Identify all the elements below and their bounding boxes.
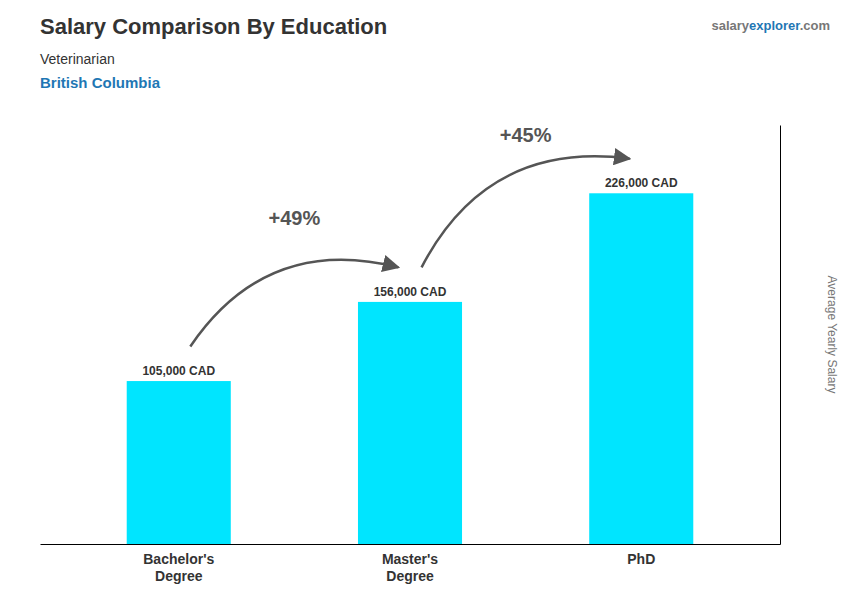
x-tick-label-line: Degree bbox=[155, 568, 203, 584]
y-axis-line bbox=[780, 126, 781, 545]
x-tick-label-line: Degree bbox=[386, 568, 434, 584]
x-tick: Master'sDegree bbox=[382, 551, 438, 584]
watermark-part: .com bbox=[800, 18, 830, 33]
subtitle: Veterinarian bbox=[40, 51, 115, 67]
data-label: 105,000 CAD bbox=[142, 364, 215, 378]
chart-container: Salary Comparison By Education Veterinari… bbox=[0, 0, 850, 606]
x-tick: PhD bbox=[627, 551, 655, 567]
x-tick-label: Bachelor'sDegree bbox=[143, 551, 214, 584]
watermark: salaryexplorer.com bbox=[711, 18, 830, 33]
arrow bbox=[422, 156, 630, 267]
annotation: +49% bbox=[269, 207, 321, 229]
watermark-part: salary bbox=[711, 18, 749, 33]
y-axis-title: Average Yearly Salary bbox=[825, 276, 839, 394]
x-tick-label-line: PhD bbox=[627, 551, 655, 567]
arrow bbox=[190, 260, 398, 347]
bars bbox=[127, 193, 694, 544]
bar bbox=[127, 381, 231, 544]
x-tick: Bachelor'sDegree bbox=[143, 551, 214, 584]
subtitle: British Columbia bbox=[40, 74, 161, 91]
bar bbox=[358, 302, 462, 544]
chart-svg: Salary Comparison By Education Veterinari… bbox=[0, 0, 850, 606]
x-tick-label: PhD bbox=[627, 551, 655, 567]
title: Salary Comparison By Education bbox=[40, 14, 387, 39]
x-axis-line bbox=[41, 544, 781, 545]
y-axis bbox=[780, 126, 781, 545]
data-labels: 105,000 CAD 156,000 CAD 226,000 CAD bbox=[142, 176, 678, 378]
x-tick-label-line: Master's bbox=[382, 551, 438, 567]
x-axis: Bachelor'sDegreeMaster'sDegreePhD bbox=[41, 545, 781, 584]
x-tick-label-line: Bachelor's bbox=[143, 551, 214, 567]
data-label: 156,000 CAD bbox=[374, 285, 447, 299]
bar bbox=[589, 193, 693, 544]
plot-area: Bachelor'sDegreeMaster'sDegreePhD105,000… bbox=[41, 124, 781, 583]
annotation: +45% bbox=[500, 124, 552, 146]
x-tick-label: Master'sDegree bbox=[382, 551, 438, 584]
data-label: 226,000 CAD bbox=[605, 176, 678, 190]
annotations: +49% +45% bbox=[190, 124, 629, 346]
watermark-part: explorer bbox=[749, 18, 800, 33]
